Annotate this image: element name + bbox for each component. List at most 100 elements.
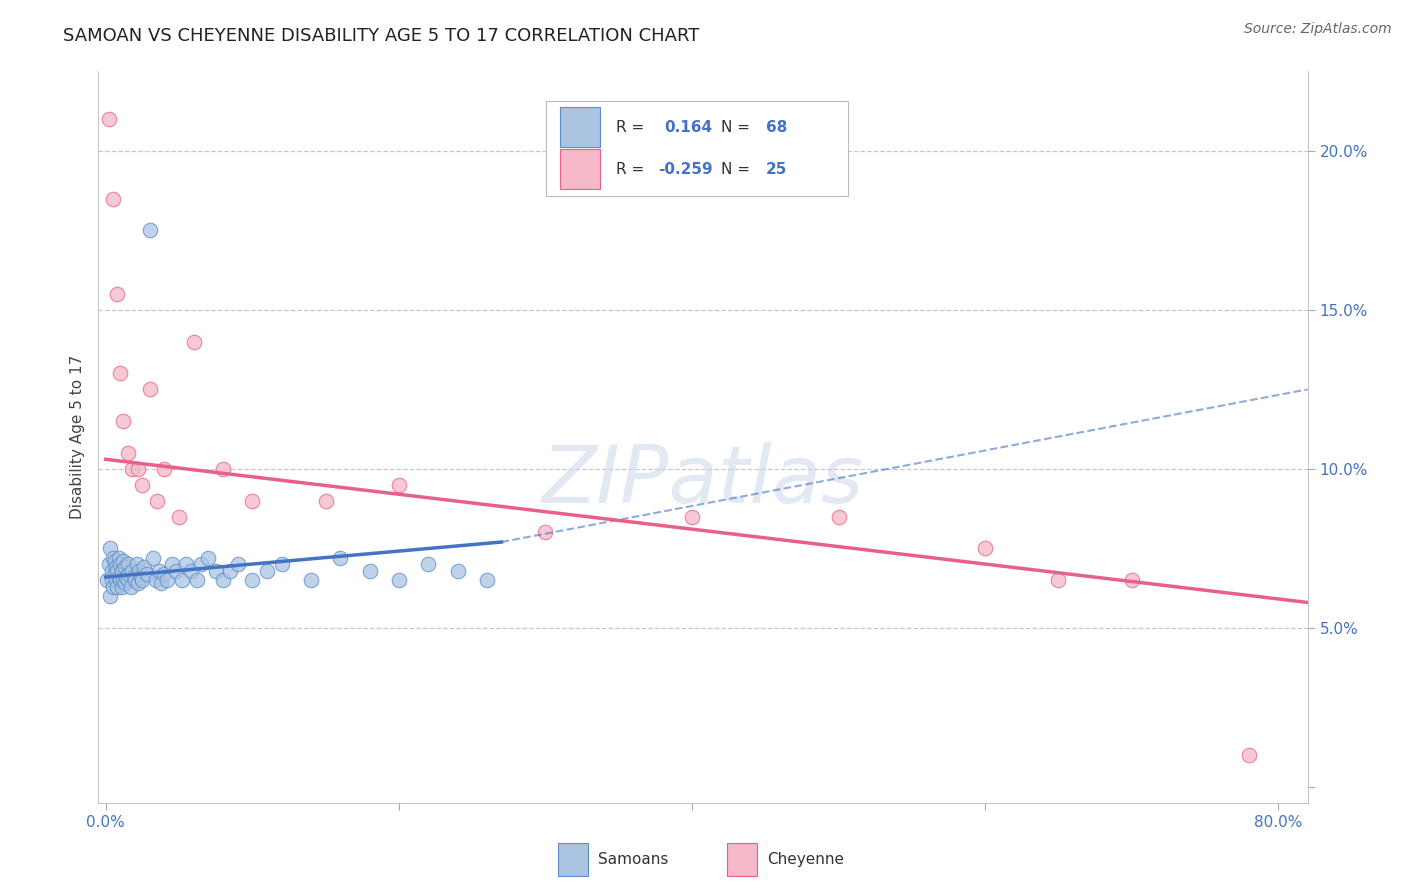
Point [107,287,129,301]
Point [974,541,997,556]
Point [1237,748,1260,763]
Point [475,573,498,587]
Point [197,550,219,565]
Point [190,558,212,572]
Point [219,564,242,578]
Point [359,564,381,578]
Point [534,525,557,540]
Text: N =: N = [721,120,755,135]
Point [204,564,226,578]
Point [125,558,148,572]
Point [329,550,352,565]
Text: 0.164: 0.164 [664,120,713,135]
Text: R =: R = [616,120,650,135]
Point [111,564,134,578]
Point [96,573,118,587]
Point [108,550,131,565]
Point [129,570,152,584]
Point [827,509,849,524]
Point [100,564,122,578]
Point [103,566,125,581]
Point [105,560,128,574]
Point [160,558,183,572]
Point [117,573,139,587]
Point [100,573,122,587]
Text: Samoans: Samoans [598,852,668,867]
Point [103,554,125,568]
Point [132,560,155,574]
Point [101,580,124,594]
Point [146,493,169,508]
Point [112,554,135,568]
Point [388,573,411,587]
Point [118,566,141,581]
Point [186,573,208,587]
Point [117,446,139,460]
Point [446,564,468,578]
Point [114,560,136,574]
Point [101,192,124,206]
Point [97,558,120,572]
Point [240,493,263,508]
Point [388,477,411,491]
Point [299,573,322,587]
Point [101,550,124,565]
Point [240,573,263,587]
Point [127,462,149,476]
Point [131,573,153,587]
Point [138,223,160,237]
Bar [727,843,758,876]
Point [142,550,165,565]
FancyBboxPatch shape [546,101,848,195]
Point [98,541,121,556]
Point [183,334,205,349]
Point [1047,573,1070,587]
Text: Cheyenne: Cheyenne [768,852,844,867]
Point [122,570,145,584]
Point [212,573,235,587]
Point [112,573,135,587]
Point [315,493,337,508]
Point [150,576,173,591]
Bar [561,149,600,189]
Point [256,564,278,578]
Point [153,566,176,581]
Text: 25: 25 [766,161,787,177]
Point [138,383,160,397]
Point [135,566,157,581]
Text: R =: R = [616,161,650,177]
Text: -0.259: -0.259 [658,161,713,177]
Text: SAMOAN VS CHEYENNE DISABILITY AGE 5 TO 17 CORRELATION CHART: SAMOAN VS CHEYENNE DISABILITY AGE 5 TO 1… [63,27,700,45]
Point [120,580,142,594]
Text: 68: 68 [766,120,787,135]
Point [124,573,146,587]
Point [167,509,190,524]
Point [97,112,120,126]
Point [153,462,176,476]
Bar [558,843,588,876]
Point [156,573,179,587]
Point [98,589,121,603]
Point [121,462,143,476]
Point [226,558,249,572]
Point [145,573,167,587]
Point [121,564,143,578]
Point [105,573,128,587]
Point [165,564,187,578]
Point [107,564,129,578]
Text: Source: ZipAtlas.com: Source: ZipAtlas.com [1244,22,1392,37]
Point [270,558,292,572]
Point [110,558,132,572]
Point [115,570,138,584]
Point [1121,573,1143,587]
Point [110,573,132,587]
Text: N =: N = [721,161,755,177]
Text: ZIPatlas: ZIPatlas [541,442,865,520]
Y-axis label: Disability Age 5 to 17: Disability Age 5 to 17 [69,355,84,519]
Bar [561,107,600,147]
Point [107,580,129,594]
Point [112,414,135,428]
Point [114,576,136,591]
Point [128,564,150,578]
Point [212,462,235,476]
